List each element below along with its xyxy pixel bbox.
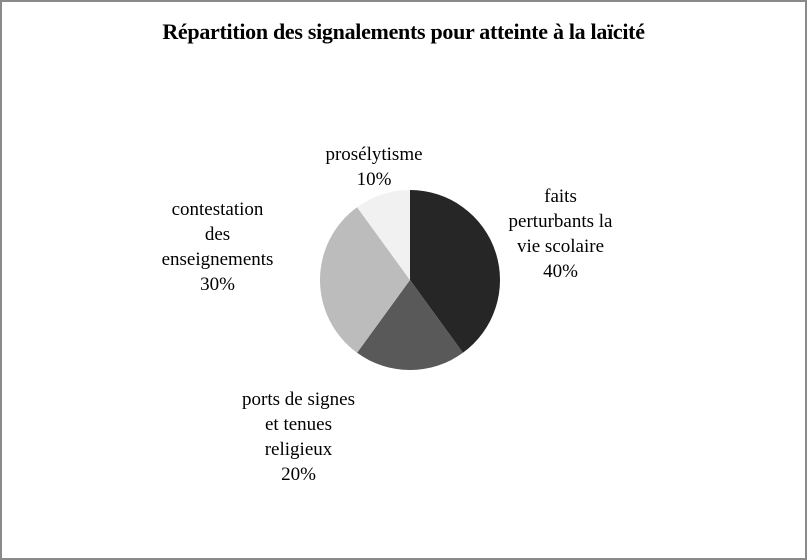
pie-label-proselytisme: prosélytisme 10% (284, 142, 464, 192)
pie-label-value: 40% (543, 261, 578, 282)
pie-label-line: religieux (264, 439, 333, 460)
pie-label-faits-perturbants: faits perturbants la vie scolaire 40% (473, 184, 648, 284)
pie-chart (320, 190, 500, 370)
pie-label-line: enseignements (161, 249, 274, 270)
pie-slice-2 (357, 280, 463, 370)
pie-label-line: faits (544, 186, 577, 207)
pie-label-line: des (204, 224, 231, 245)
pie-slice-3 (320, 207, 410, 353)
pie-label-value: 30% (200, 274, 235, 295)
pie-label-line: perturbants la (508, 211, 613, 232)
pie-label-line: prosélytisme (325, 144, 423, 165)
pie-label-line: vie scolaire (516, 236, 605, 257)
pie-label-line: ports de signes (242, 389, 355, 410)
pie-label-ports-de-signes: ports de signes et tenues religieux 20% (211, 387, 386, 487)
pie-label-value: 20% (281, 464, 316, 485)
pie-label-line: contestation (171, 199, 264, 220)
pie-label-value: 10% (356, 169, 392, 190)
pie-label-line: et tenues (264, 414, 332, 435)
pie-label-contestation: contestation des enseignements 30% (130, 197, 305, 297)
pie-slice-1 (410, 190, 500, 353)
pie-slice-4 (357, 190, 410, 280)
chart-title: Répartition des signalements pour attein… (162, 19, 645, 44)
